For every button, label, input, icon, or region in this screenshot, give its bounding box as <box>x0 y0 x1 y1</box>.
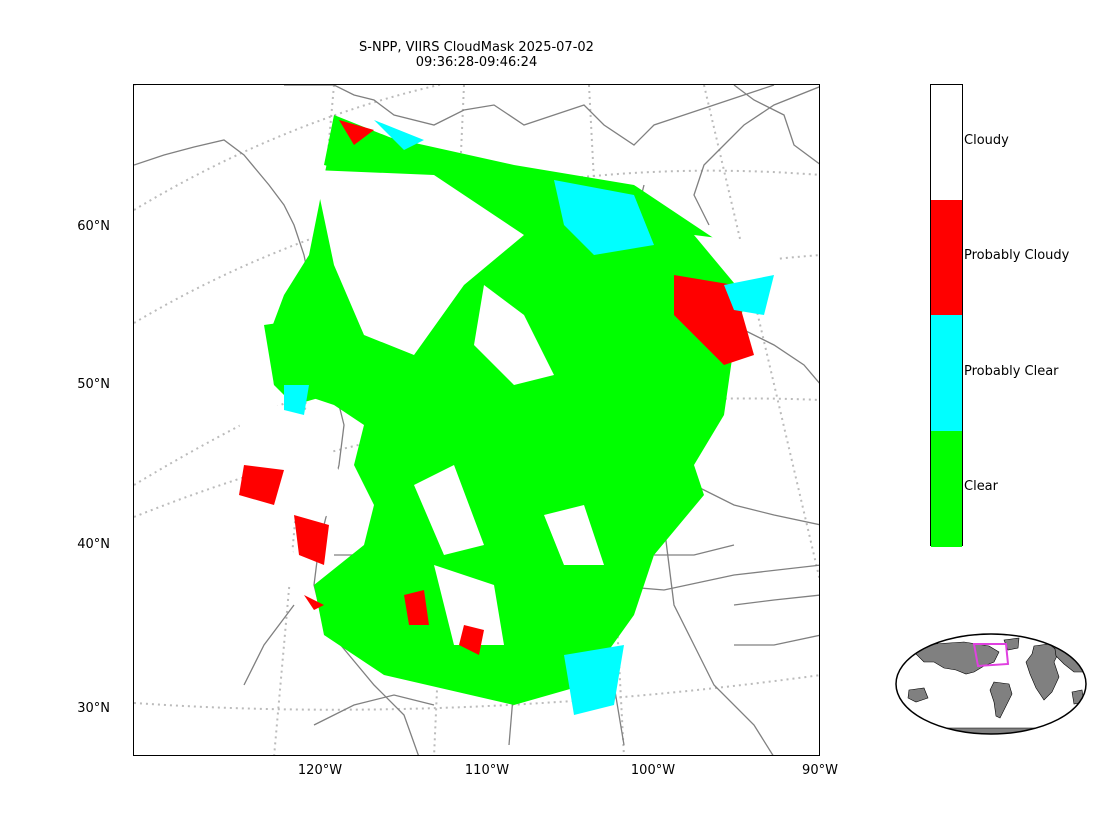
probably-clear-patch <box>284 385 309 415</box>
probably-cloudy-patch <box>294 515 329 565</box>
lon-label-110w: 110°W <box>464 763 510 778</box>
lon-label-90w: 90°W <box>802 763 838 778</box>
map-title: S-NPP, VIIRS CloudMask 2025-07-02 09:36:… <box>133 40 820 70</box>
colorbar-cloudy-swatch <box>931 85 962 200</box>
probably-clear-patch <box>374 120 424 150</box>
map-canvas <box>134 85 819 755</box>
lon-label-120w: 120°W <box>297 763 343 778</box>
colorbar-label-probably-clear: Probably Clear <box>964 364 1059 379</box>
lat-label-40n: 40°N <box>77 537 110 552</box>
probably-cloudy-patch <box>404 590 429 625</box>
colorbar <box>930 84 963 547</box>
clear-region-west <box>264 315 364 405</box>
colorbar-probably-clear-swatch <box>931 315 962 431</box>
map-panel <box>133 84 820 756</box>
probably-clear-patch <box>554 180 654 255</box>
cloudy-patch <box>184 495 304 585</box>
australia-shape <box>907 687 929 703</box>
south-america-shape <box>989 681 1013 719</box>
colorbar-label-probably-cloudy: Probably Cloudy <box>964 248 1070 263</box>
colorbar-label-cloudy: Cloudy <box>964 133 1009 148</box>
colorbar-clear-swatch <box>931 431 962 547</box>
inset-location-box <box>972 643 1010 668</box>
world-locator-inset <box>894 632 1088 736</box>
title-line-1: S-NPP, VIIRS CloudMask 2025-07-02 <box>359 40 594 55</box>
title-line-2: 09:36:28-09:46:24 <box>415 55 538 70</box>
colorbar-label-clear: Clear <box>964 479 998 494</box>
probably-cloudy-patch <box>304 595 324 610</box>
cloudy-patch <box>474 285 554 385</box>
cloudy-patch <box>414 465 484 555</box>
probably-clear-patch <box>724 275 774 315</box>
cloudmask-swath <box>184 115 784 715</box>
cloudy-patch <box>544 505 604 565</box>
probably-cloudy-patch <box>459 625 484 655</box>
lat-label-60n: 60°N <box>77 219 110 234</box>
probably-cloudy-patch <box>339 120 374 145</box>
antarctica-shape <box>896 727 1086 734</box>
lat-label-50n: 50°N <box>77 377 110 392</box>
lon-label-100w: 100°W <box>630 763 676 778</box>
colorbar-probably-cloudy-swatch <box>931 200 962 315</box>
lat-label-30n: 30°N <box>77 701 110 716</box>
probably-cloudy-patch <box>239 465 284 505</box>
probably-clear-patch <box>564 645 624 715</box>
cloudy-patch <box>314 170 524 355</box>
cloudy-patch <box>434 565 504 645</box>
